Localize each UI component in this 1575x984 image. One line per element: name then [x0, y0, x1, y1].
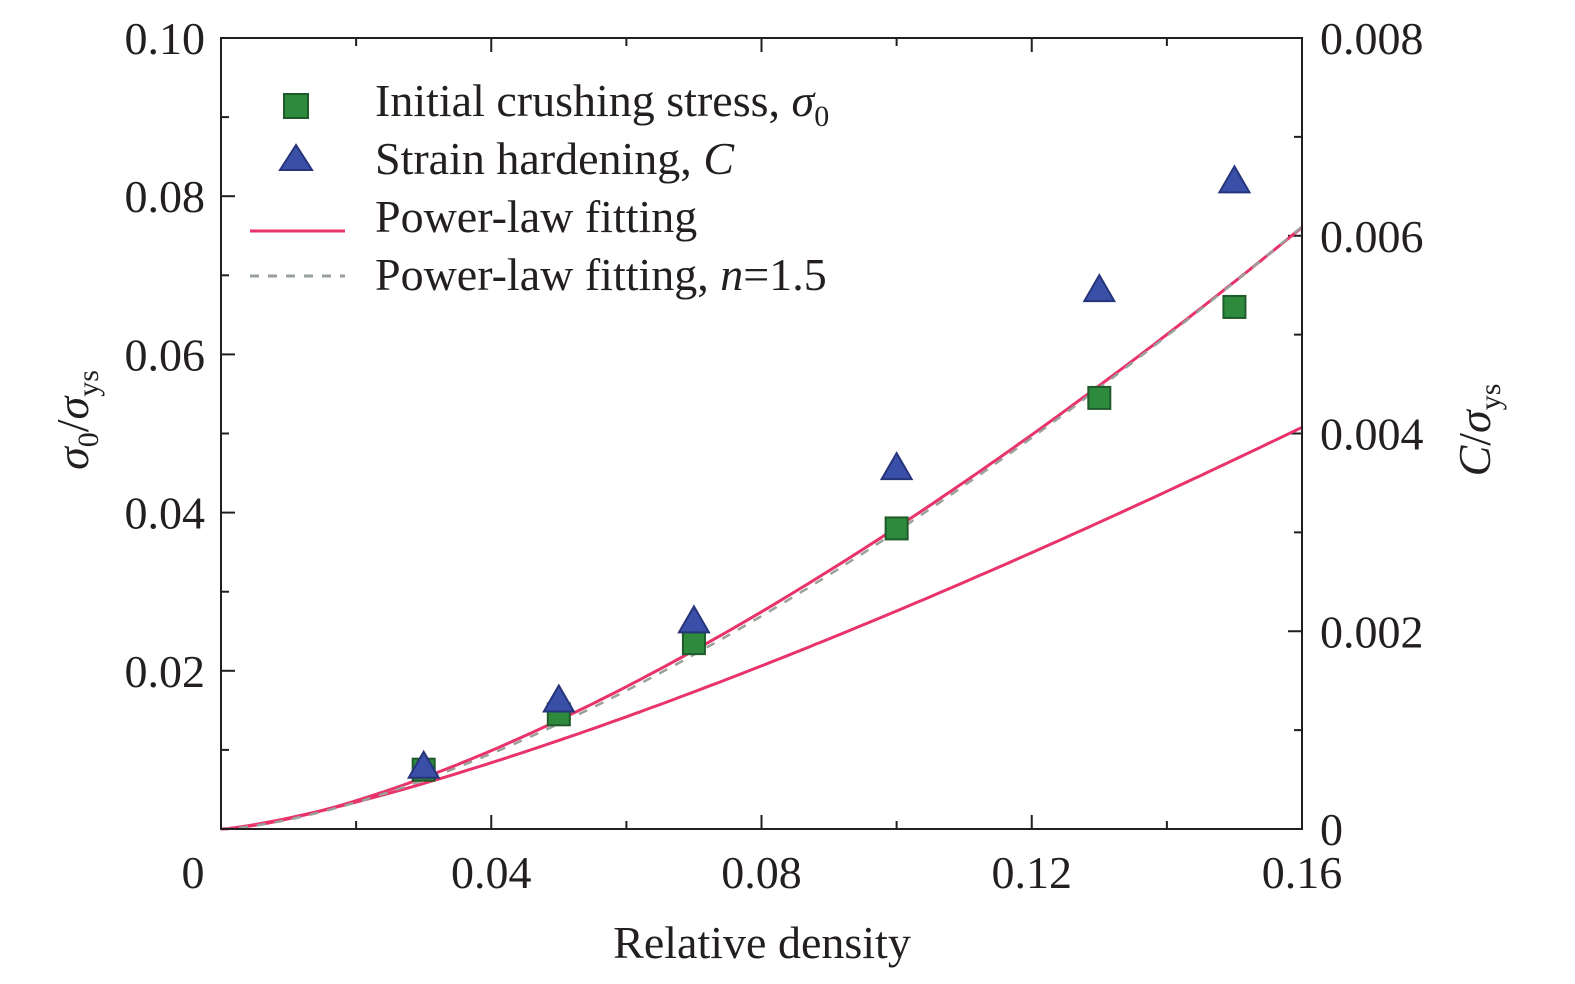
data-points — [406, 164, 1252, 782]
y-right-tick-label: 0.006 — [1320, 211, 1424, 262]
y-left-tick-label: 0.10 — [125, 13, 206, 64]
y-left-tick-label: 0.04 — [125, 488, 206, 539]
legend-entry-dashed-fit: Power-law fitting, n=1.5 — [250, 249, 827, 300]
y-right-sep: / — [1449, 433, 1500, 446]
data-point-triangle — [1217, 164, 1252, 194]
x-tick-label: 0.12 — [992, 847, 1073, 898]
y-left-denom-sub: ys — [72, 370, 105, 397]
y-left-denom: σ — [47, 394, 98, 419]
data-point-triangle — [406, 749, 441, 779]
legend-label-square: Initial crushing stress, σ0 — [375, 75, 829, 133]
y-left-tick-label: 0.02 — [125, 646, 206, 697]
y-right-denom-sub: ys — [1474, 384, 1507, 411]
fit-curve-solid — [220, 425, 1303, 831]
legend: Initial crushing stress, σ0 Strain harde… — [250, 75, 829, 300]
y-axis-title-right: C/σys — [1449, 384, 1507, 477]
legend-label-dashed-fit: Power-law fitting, n=1.5 — [375, 249, 827, 300]
y-right-symbol: C — [1449, 444, 1500, 476]
data-point-square — [884, 516, 909, 541]
legend-entry-solid-fit: Power-law fitting — [250, 191, 697, 242]
y-right-tick-label: 0.008 — [1320, 13, 1424, 64]
y-left-sep: / — [47, 419, 98, 432]
x-axis-title: Relative density — [613, 917, 911, 968]
legend-marker-triangle — [278, 143, 314, 171]
data-point-triangle — [879, 451, 914, 481]
tick-labels: 0 0.04 0.08 0.12 0.16 0.02 0.04 0.06 0.08 0.10 0 0.… — [125, 13, 1424, 898]
data-point-triangle — [677, 604, 711, 634]
x-tick-label: 0.08 — [721, 847, 802, 898]
data-point-square — [681, 631, 706, 656]
data-point-triangle — [542, 683, 576, 713]
y-left-tick-label: 0.08 — [125, 171, 206, 222]
legend-label-solid-fit: Power-law fitting — [375, 191, 697, 242]
y-left-symbol: σ — [47, 445, 98, 470]
y-right-tick-label: 0.002 — [1320, 606, 1424, 657]
data-point-triangle — [1082, 273, 1117, 303]
legend-label-triangle: Strain hardening, C — [375, 133, 735, 184]
fit-curve-dashed — [220, 225, 1303, 831]
x-tick-label: 0.04 — [451, 847, 532, 898]
y-axis-title-left: σ0/σys — [47, 370, 105, 470]
y-right-denom: σ — [1449, 408, 1500, 433]
fit-curves — [220, 225, 1303, 831]
y-left-tick-label: 0.06 — [125, 329, 206, 380]
legend-entry-triangle: Strain hardening, C — [278, 133, 735, 184]
data-point-square — [1087, 385, 1112, 410]
y-right-tick-label: 0.004 — [1320, 409, 1424, 460]
x-tick-label: 0 — [182, 847, 205, 898]
legend-marker-square — [283, 93, 309, 119]
x-tick-label: 0.16 — [1262, 847, 1343, 898]
fit-curve-solid — [220, 226, 1303, 831]
y-left-symbol-sub: 0 — [72, 432, 105, 447]
y-right-tick-label: 0 — [1320, 804, 1343, 855]
data-point-square — [1222, 294, 1247, 319]
legend-entry-square: Initial crushing stress, σ0 — [283, 75, 829, 133]
plot-area-frame — [220, 37, 1303, 830]
